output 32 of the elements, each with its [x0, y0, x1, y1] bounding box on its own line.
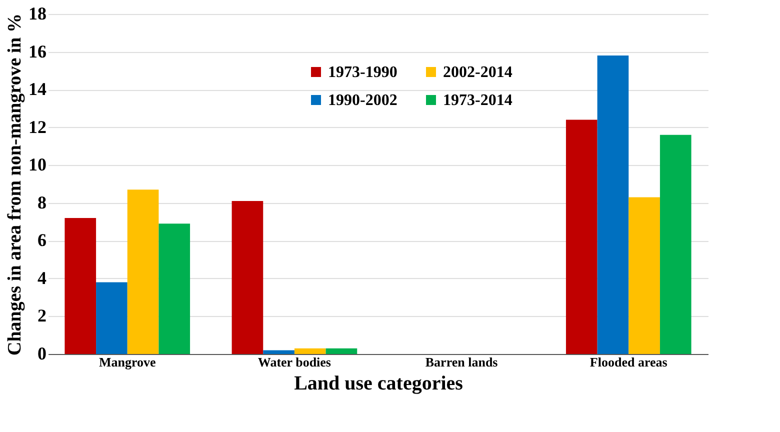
y-axis-title: Changes in area from non-mangrove in %: [4, 13, 26, 356]
bar: [127, 190, 159, 354]
x-tick-label: Barren lands: [425, 354, 498, 370]
y-tick-label: 2: [38, 306, 46, 326]
legend-label: 1973-2014: [443, 92, 512, 109]
y-tick-label: 8: [38, 192, 46, 212]
y-tick-label: 0: [38, 344, 46, 364]
y-tick-label: 16: [28, 41, 46, 62]
x-axis-title: Land use categories: [294, 372, 464, 394]
bar: [326, 348, 358, 354]
legend-label: 1990-2002: [328, 92, 398, 109]
bar: [566, 120, 598, 354]
legend-label: 1973-1990: [328, 64, 398, 81]
bar: [628, 197, 660, 354]
bar: [660, 134, 692, 354]
y-tick-label: 4: [38, 268, 46, 288]
bar: [597, 56, 629, 354]
y-tick-label: 12: [28, 116, 46, 137]
x-tick-label: Water bodies: [258, 354, 331, 370]
y-tick-label: 10: [28, 154, 46, 175]
y-tick-label: 18: [28, 4, 46, 24]
bar: [96, 282, 128, 354]
y-tick-label: 6: [38, 230, 46, 250]
y-tick-label: 14: [28, 79, 46, 100]
x-tick-label: Mangrove: [98, 354, 156, 370]
bar: [263, 350, 294, 354]
bar: [232, 201, 264, 354]
legend-label: 2002-2014: [443, 64, 512, 81]
x-tick-label: Flooded areas: [590, 354, 668, 370]
bar: [294, 348, 326, 354]
bar: [64, 218, 96, 354]
bar: [158, 224, 190, 354]
